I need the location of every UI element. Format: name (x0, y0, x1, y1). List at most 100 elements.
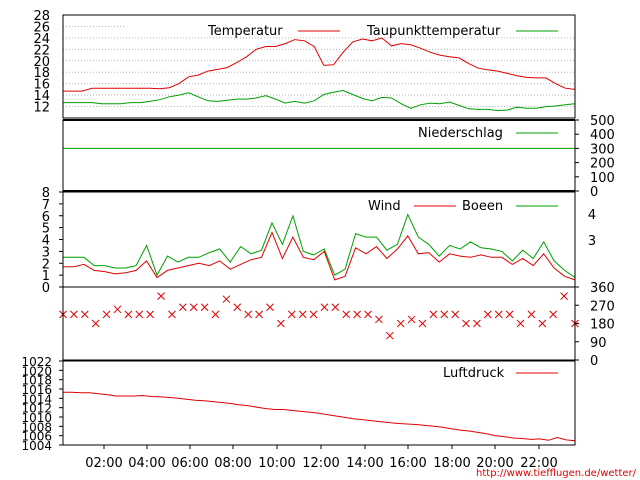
direction-marker (309, 310, 318, 319)
direction-marker (462, 319, 470, 328)
series-line (63, 37, 576, 92)
direction-marker (560, 292, 568, 300)
y-tick-label: 1006 (21, 430, 52, 444)
y-tick-label: 3 (42, 245, 50, 260)
x-tick-label: 20:00 (476, 456, 513, 471)
direction-marker (364, 310, 372, 319)
direction-marker (494, 310, 503, 319)
panel-frame (62, 360, 576, 446)
direction-marker (353, 310, 361, 319)
direction-marker (277, 319, 285, 328)
direction-marker (178, 303, 187, 312)
x-tick-label: 12:00 (302, 456, 339, 471)
y-tick-label: 1010 (21, 411, 52, 425)
y-tick-label: 22 (33, 43, 50, 58)
direction-marker (70, 310, 78, 319)
y-tick-label: 0 (42, 281, 50, 296)
direction-marker (342, 310, 351, 319)
direction-marker (266, 303, 274, 312)
direction-marker (440, 310, 449, 319)
y-tick-label: 20 (33, 55, 50, 70)
direction-marker (396, 319, 405, 328)
x-tick-label: 18:00 (433, 456, 470, 471)
y-tick-label: 0 (590, 185, 598, 200)
y-tick-label: 5 (42, 222, 50, 237)
y-tick-label: 500 (590, 114, 615, 129)
direction-marker (233, 303, 242, 312)
legend-dewpoint-label: Taupunkttemperatur (366, 24, 501, 39)
x-tick-label: 08:00 (214, 456, 251, 471)
y-tick-label: 3 (588, 234, 596, 249)
time-axis: 02:00 04:00 06:00 08:00 10:00 12:00 14:00 16:00… (85, 445, 558, 471)
direction-marker (189, 303, 198, 312)
direction-marker (168, 310, 176, 319)
direction-marker (135, 310, 144, 319)
x-tick-label: 14:00 (346, 456, 383, 471)
direction-marker (331, 303, 340, 312)
legend-precipitation-label: Niederschlag (418, 126, 503, 141)
direction-marker (418, 319, 427, 328)
legend-pressure-label: Luftdruck (443, 366, 505, 381)
series-line (63, 391, 576, 442)
y-tick-label: 1 (42, 269, 50, 284)
legend-gusts-label: Boeen (462, 199, 503, 214)
direction-marker (298, 310, 307, 319)
y-tick-label: 4 (588, 208, 596, 223)
direction-marker (80, 310, 89, 319)
legend-temperature-label: Temperatur (207, 24, 283, 39)
y-tick-label: 8 (42, 186, 50, 201)
direction-marker (255, 310, 263, 319)
y-tick-label: 1008 (21, 420, 52, 434)
legend-wind-label: Wind (368, 199, 401, 214)
direction-marker (451, 310, 460, 319)
y-tick-label: 1014 (21, 392, 52, 406)
y-tick-label: 180 (590, 318, 615, 333)
y-tick-label: 1004 (21, 439, 52, 453)
credit-url: http://www.tiefflugen.de/wetter/ (476, 468, 637, 479)
x-tick-label: 16:00 (389, 456, 426, 471)
direction-marker (157, 292, 165, 300)
direction-marker (375, 315, 383, 324)
y-tick-label: 26 (33, 20, 50, 35)
direction-marker (244, 310, 253, 319)
y-tick-label: 1016 (21, 383, 52, 397)
y-tick-label: 1020 (21, 364, 52, 378)
direction-marker (91, 319, 100, 328)
y-tick-label: 6 (42, 210, 50, 225)
y-tick-label: 1012 (21, 402, 52, 416)
direction-marker (200, 303, 209, 312)
y-tick-label: 1018 (21, 374, 52, 388)
wind-direction-panel: 0 90 180 270 360 (59, 281, 615, 369)
y-tick-label: 100 (590, 171, 615, 186)
x-tick-label: 06:00 (171, 456, 208, 471)
y-tick-label: 14 (33, 89, 50, 104)
y-tick-label: 4 (42, 234, 50, 249)
panel-frame (62, 14, 576, 119)
y-tick-label: 360 (590, 281, 615, 296)
y-tick-label: 200 (590, 157, 615, 172)
panel-frame (62, 286, 576, 361)
y-tick-label: 28 (33, 9, 50, 24)
direction-marker (505, 310, 514, 319)
y-tick-label: 24 (33, 32, 50, 47)
y-tick-label: 90 (590, 336, 607, 351)
x-tick-label: 22:00 (520, 456, 557, 471)
y-tick-label: 16 (33, 78, 50, 93)
y-tick-label: 0 (590, 354, 598, 369)
direction-marker (538, 319, 547, 328)
direction-marker (473, 319, 481, 328)
direction-marker (385, 331, 394, 340)
direction-marker (124, 310, 133, 319)
y-tick-label: 7 (42, 198, 50, 213)
direction-marker (287, 310, 296, 319)
direction-marker (429, 310, 438, 319)
x-tick-label: 02:00 (85, 456, 122, 471)
direction-marker (407, 315, 416, 324)
direction-marker (211, 310, 220, 319)
y-tick-label: 270 (590, 299, 615, 314)
